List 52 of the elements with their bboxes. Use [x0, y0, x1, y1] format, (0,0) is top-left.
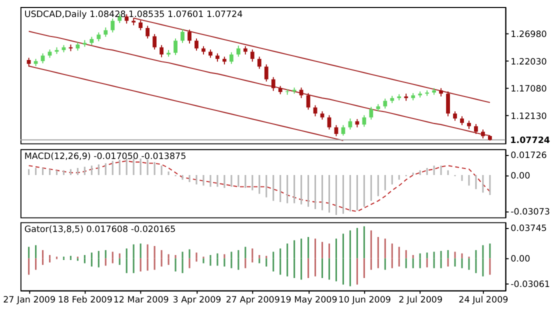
candlestick: [271, 76, 276, 92]
candlestick: [474, 124, 478, 134]
candlestick: [174, 38, 178, 56]
y-tick-label: 1.26980: [510, 30, 547, 40]
candlestick: [369, 106, 374, 120]
chart-title: USDCAD,Daily 1.08428 1.08535 1.07601 1.07724: [24, 10, 244, 20]
candlestick: [152, 34, 157, 50]
candlestick: [257, 56, 262, 70]
candlestick: [188, 29, 192, 44]
y-tick-label: 0.00: [510, 254, 530, 265]
chart-title: MACD(12,26,9) -0.017050 -0.013875: [24, 152, 186, 162]
candlestick: [250, 49, 254, 62]
candlestick: [160, 44, 164, 58]
y-tick-label: 1.22030: [510, 57, 547, 68]
line-series: [28, 160, 490, 212]
x-tick-label: 18 Feb 2009: [58, 296, 112, 306]
candlestick: [453, 110, 457, 122]
chart-title: Gator(13,8,5) 0.017608 -0.020165: [24, 224, 176, 235]
line-series: [28, 30, 490, 136]
candlestick: [299, 87, 304, 99]
candlestick: [110, 18, 115, 33]
x-tick-label: 10 Jun 2009: [338, 296, 391, 306]
candlestick: [446, 90, 450, 117]
ref-line-label: 1.07724: [510, 136, 550, 146]
candlestick: [146, 25, 150, 39]
candlestick: [194, 38, 198, 52]
candlestick: [40, 52, 45, 64]
x-tick-label: 3 Apr 2009: [172, 296, 222, 306]
y-tick-label: -0.03061: [510, 280, 550, 290]
x-tick-label: 24 Jul 2009: [458, 296, 508, 306]
candlestick: [383, 98, 388, 110]
candlestick: [124, 14, 129, 24]
x-tick-label: 27 Jan 2009: [3, 296, 56, 306]
candlestick: [229, 52, 234, 64]
y-tick-label: 1.12130: [510, 112, 547, 122]
y-tick-label: -0.03073: [510, 208, 550, 218]
y-tick-label: 0.01726: [510, 151, 548, 162]
line-series: [28, 66, 344, 142]
candlestick: [138, 20, 143, 31]
candlestick: [327, 114, 332, 130]
candlestick: [362, 114, 366, 128]
y-tick-label: 0.00: [510, 171, 530, 182]
candlestick: [236, 45, 240, 58]
candlestick: [180, 28, 184, 44]
x-tick-label: 12 Mar 2009: [113, 296, 169, 306]
candlestick: [104, 26, 108, 38]
candlestick: [264, 64, 268, 82]
x-tick-label: 27 Apr 2009: [226, 296, 280, 306]
x-tick-label: 2 Jul 2009: [398, 296, 443, 306]
y-tick-label: 1.17080: [510, 84, 547, 95]
x-tick-label: 19 May 2009: [280, 296, 338, 306]
y-tick-label: 0.03745: [510, 224, 547, 234]
